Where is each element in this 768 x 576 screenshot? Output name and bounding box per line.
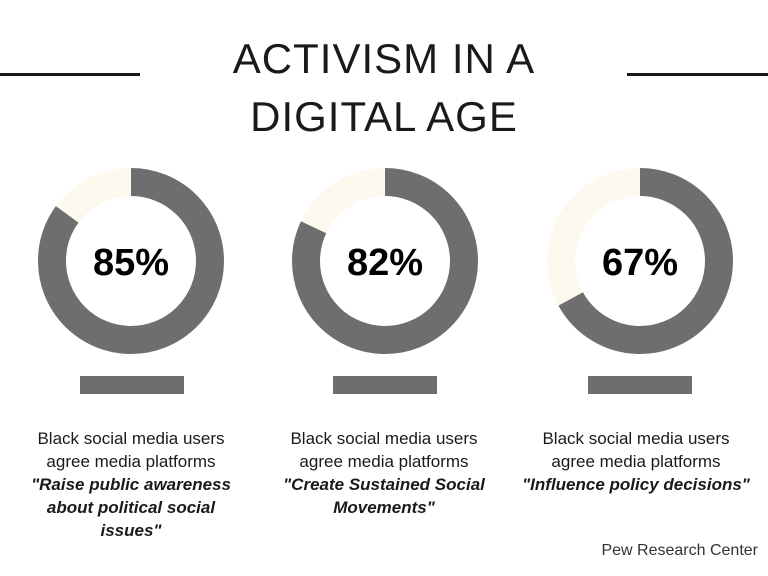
title-rule-left	[0, 73, 140, 76]
page-title: ACTIVISM IN A DIGITAL AGE	[150, 30, 618, 146]
donut-chart-2: 82%	[289, 165, 481, 357]
caption-quote: "Raise public awareness about political …	[31, 475, 231, 540]
caption-line: Black social media users	[290, 429, 478, 448]
title-rule-right	[627, 73, 768, 76]
stand-bar-3	[588, 376, 692, 394]
caption-quote: "Create Sustained Social Movements"	[283, 475, 485, 517]
caption-line: Black social media users	[542, 429, 730, 448]
donut-value-arc	[38, 168, 224, 354]
stand-bar-2	[333, 376, 437, 394]
stand-bar-1	[80, 376, 184, 394]
title-line-2: DIGITAL AGE	[250, 93, 518, 140]
caption-line: Black social media users	[37, 429, 225, 448]
title-line-1: ACTIVISM IN A	[232, 35, 536, 82]
donut-percent-label: 85%	[93, 242, 169, 284]
donut-value-arc	[547, 168, 733, 354]
caption-3: Black social media users agree media pla…	[516, 427, 756, 496]
caption-line: agree media platforms	[46, 452, 216, 471]
donut-chart-3: 67%	[544, 165, 736, 357]
caption-1: Black social media users agree media pla…	[11, 427, 251, 542]
caption-line: agree media platforms	[299, 452, 469, 471]
donut-percent-label: 82%	[347, 242, 423, 284]
caption-2: Black social media users agree media pla…	[264, 427, 504, 519]
donut-percent-label: 67%	[602, 242, 678, 284]
source-credit: Pew Research Center	[601, 542, 758, 559]
caption-quote: "Influence policy decisions"	[522, 475, 750, 494]
donut-value-arc	[292, 168, 478, 354]
caption-line: agree media platforms	[551, 452, 721, 471]
donut-chart-1: 85%	[35, 165, 227, 357]
